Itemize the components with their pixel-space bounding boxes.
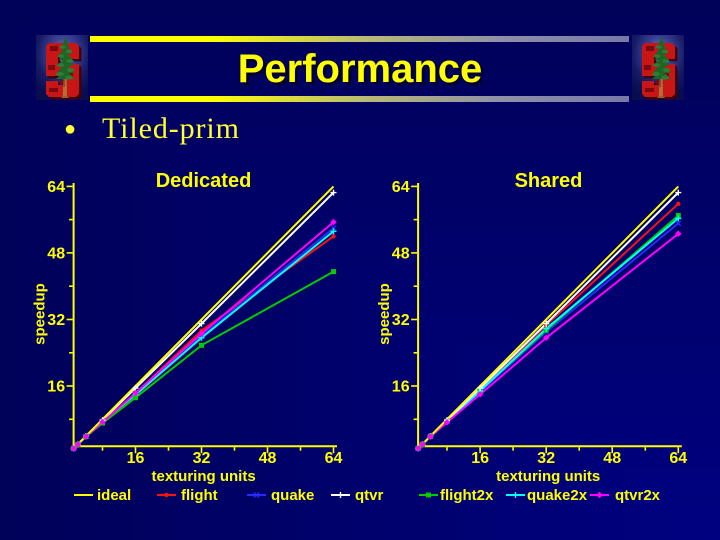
svg-text:32: 32 <box>392 312 410 329</box>
svg-text:32: 32 <box>193 450 211 467</box>
svg-text:texturing units: texturing units <box>496 468 600 485</box>
svg-text:32: 32 <box>537 450 555 467</box>
svg-text:qtvr: qtvr <box>355 487 384 504</box>
svg-text:quake2x: quake2x <box>527 487 588 504</box>
svg-text:ideal: ideal <box>97 487 131 504</box>
svg-text:qtvr2x: qtvr2x <box>615 487 661 504</box>
svg-text:16: 16 <box>392 379 410 396</box>
svg-text:texturing units: texturing units <box>152 468 256 485</box>
svg-text:quake: quake <box>271 487 314 504</box>
svg-text:64: 64 <box>669 450 687 467</box>
svg-text:speedup: speedup <box>32 283 49 345</box>
svg-text:flight2x: flight2x <box>440 487 494 504</box>
svg-text:32: 32 <box>47 312 65 329</box>
svg-text:48: 48 <box>259 450 277 467</box>
svg-text:flight: flight <box>181 487 218 504</box>
svg-text:16: 16 <box>47 379 65 396</box>
svg-text:64: 64 <box>325 450 343 467</box>
svg-text:64: 64 <box>47 179 65 196</box>
svg-text:Dedicated: Dedicated <box>156 170 252 192</box>
svg-text:48: 48 <box>47 245 65 262</box>
svg-text:64: 64 <box>392 179 410 196</box>
svg-text:16: 16 <box>471 450 489 467</box>
svg-text:speedup: speedup <box>376 283 393 345</box>
svg-text:16: 16 <box>127 450 145 467</box>
svg-text:Shared: Shared <box>515 170 583 192</box>
svg-text:48: 48 <box>392 245 410 262</box>
svg-text:48: 48 <box>603 450 621 467</box>
